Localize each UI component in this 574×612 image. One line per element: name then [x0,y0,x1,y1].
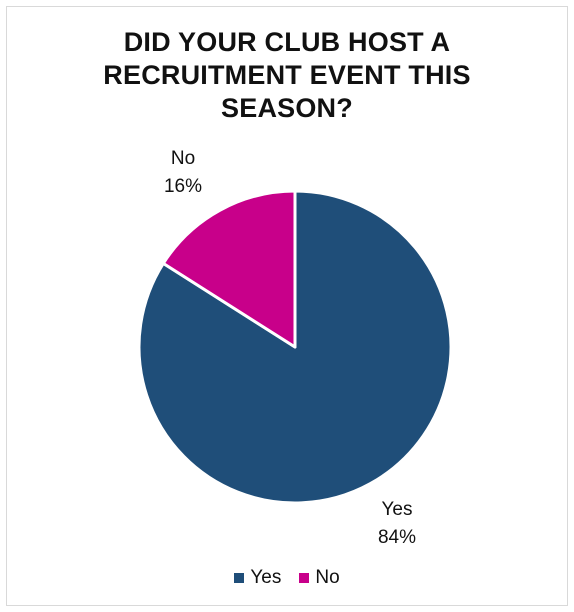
pie-slice-no [161,189,297,349]
data-label-yes-category: Yes [382,499,413,520]
legend-item-no: No [299,567,340,589]
data-label-no-percent: 16% [164,176,202,197]
legend-label-yes: Yes [250,567,282,588]
chart-title-line-2: RECRUITMENT EVENT THIS [103,60,471,90]
legend-label-no: No [315,567,340,588]
chart-legend: Yes No [0,567,574,589]
legend-swatch-no [299,573,310,583]
data-label-yes-percent: 84% [378,527,416,548]
chart-title-line-3: SEASON? [221,93,353,123]
data-label-no-category: No [171,148,195,169]
chart-title-line-1: DID YOUR CLUB HOST A [123,27,451,57]
legend-swatch-yes [234,573,245,583]
chart-title: DID YOUR CLUB HOST A RECRUITMENT EVENT T… [0,26,574,125]
legend-item-yes: Yes [234,567,281,589]
pie-slices [137,189,453,505]
